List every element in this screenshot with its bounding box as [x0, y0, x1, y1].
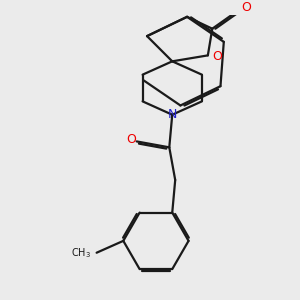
- Text: O: O: [212, 50, 222, 63]
- Text: O: O: [126, 134, 136, 146]
- Text: CH$_3$: CH$_3$: [71, 246, 91, 260]
- Text: N: N: [168, 108, 177, 121]
- Text: O: O: [242, 2, 251, 14]
